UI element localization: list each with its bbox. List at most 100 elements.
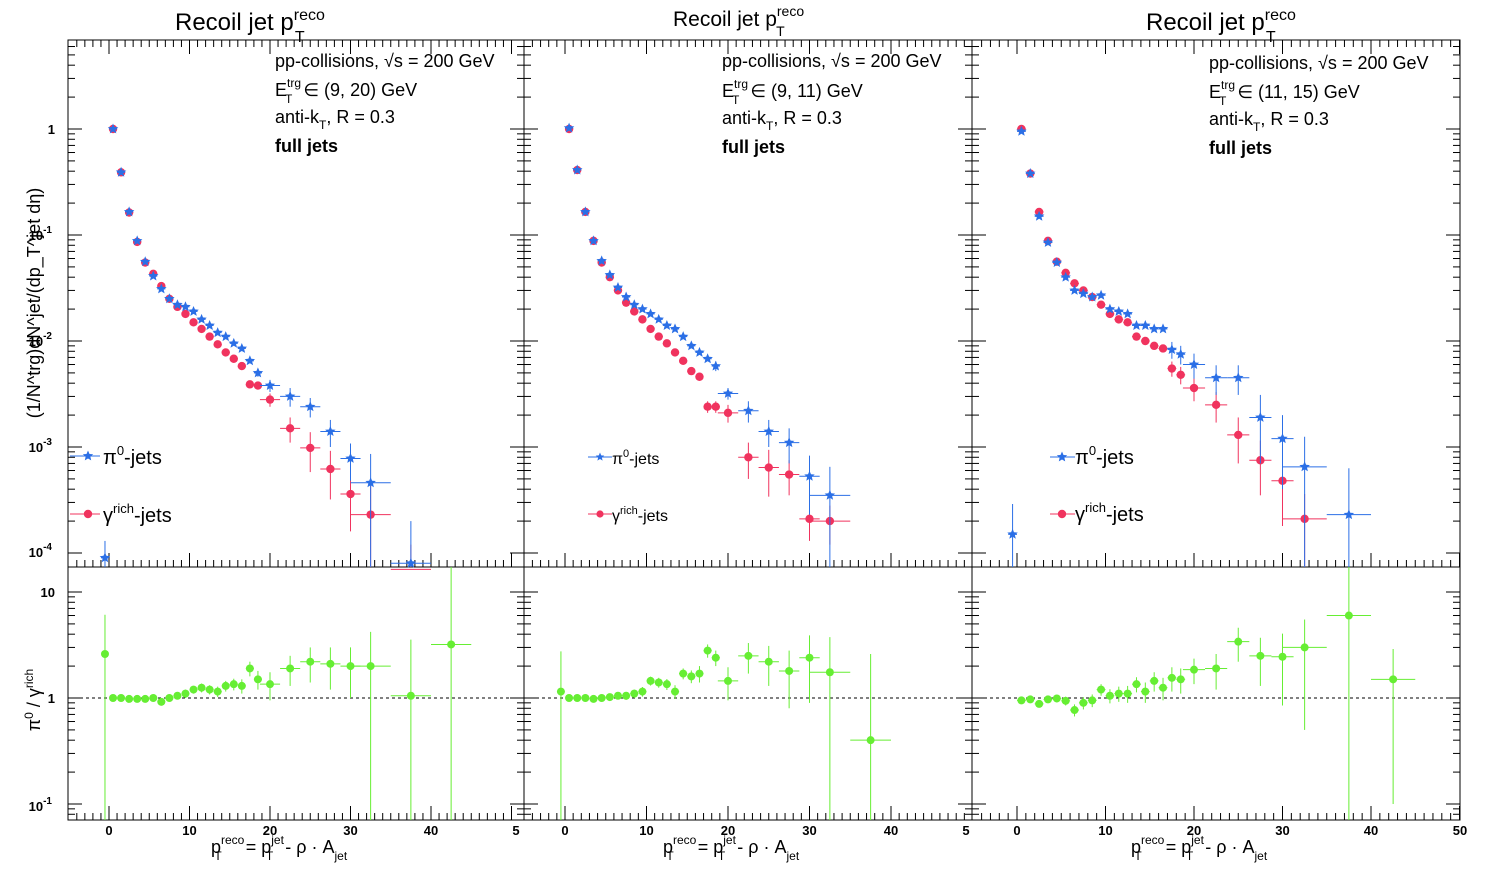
pi0-point [629,299,640,310]
panel-3-info-trigger: Etrg T ∈ (11, 15) GeV [1209,78,1360,108]
pi0-point [1060,271,1071,282]
pi0-point [204,320,215,330]
ratio-point [366,662,375,671]
x-tick-label: 10 [639,823,653,838]
ratio-point [1141,687,1150,696]
pi0-point [212,327,223,338]
pi0-point [115,166,127,177]
ratio-point [117,694,126,702]
pi0-point [722,388,734,398]
pi0-point [572,164,583,175]
ratio-point [764,657,773,666]
pi0-point [365,477,376,488]
gamma-point [229,354,238,363]
pi0-point [588,235,599,246]
pi0-point [677,331,689,342]
ratio-point [695,669,704,678]
pi0-point [131,235,143,246]
legend-gamma-marker [1057,509,1067,519]
gamma-point [621,298,631,307]
gamma-point [237,361,247,371]
ratio-point [1043,695,1052,704]
ratio-point [1132,680,1141,689]
pi0-point [1140,320,1151,330]
x-tick-label: 40 [884,823,898,838]
pi0-point [1343,509,1355,520]
pi0-point [196,313,207,324]
ratio-point [1344,611,1353,620]
pi0-point [612,282,624,292]
panel-1-title: Recoil jet preco T [175,7,325,46]
ratio-point [1105,691,1114,700]
x-tick-label: 5 [512,823,519,838]
plot-layers: 0 10 20 30 40 5 0 10 20 30 40 5 0 10 20 30 40 50 [67,39,1467,838]
ybot-tick-1: 1 [48,691,55,706]
panel-1-info: pp-collisions, √s = 200 GeV Etrg T ∈ (9, … [275,51,495,156]
ratio-point [149,694,158,702]
pi0-point [580,206,591,217]
pi0-point [284,390,296,401]
pi0-point [783,437,795,448]
pi0-point [1087,291,1098,302]
legend-markers [70,450,1075,519]
pi0-point [702,353,713,364]
panel-1-x-ticklabels: 0 10 20 30 40 5 [105,823,519,838]
ratio-point [205,685,214,694]
pi0-point [1233,372,1244,383]
pi0-point [1042,237,1054,247]
gamma-point [1167,364,1177,373]
x-tick-label: 20 [263,823,277,838]
panel-3-legend: π0-jets γrich-jets [1075,443,1144,526]
pi0-point [637,303,648,314]
ratio-point [125,694,134,703]
ratio-point [605,693,614,702]
panel-2-ticks [524,40,972,820]
pi0-point [172,299,183,310]
ratio-point [671,687,680,696]
pi0-point [156,283,167,294]
panel-2-info-collision: pp-collisions, √s = 200 GeV [722,51,942,71]
panel-3-info-collision: pp-collisions, √s = 200 GeV [1209,53,1429,73]
pi0-point [1033,210,1045,221]
gamma-point [221,348,230,357]
pi0-point [1166,344,1178,354]
ybot-axis-title: π0 / γrich [22,669,44,731]
pi0-point [148,270,159,281]
ratio-point [597,694,606,702]
panel-1-info-trigger: Etrg T ∈ (9, 20) GeV [275,76,417,106]
ratio-point [573,694,582,702]
pi0-point [1016,125,1027,136]
gamma-point [1149,341,1159,351]
ratio-point [1017,696,1026,705]
pi0-point [743,405,754,416]
pi0-point [264,380,276,390]
panel-2: Recoil jet preco T pp-collisions, √s = 20… [612,3,942,525]
panel-2-legend: π0-jets γrich-jets [612,448,668,525]
pi0-point [804,470,815,481]
x-axis-title-2: preco T = pjet T - ρ · Ajet [663,833,800,863]
pi0-point [236,343,248,353]
pi0-point [252,367,264,378]
x-axis-titles: preco T = pjet T - ρ · Ajet preco T = pjet T - ρ… [211,833,1268,863]
gamma-point [1141,336,1150,346]
pi0-point [694,346,705,357]
ratio-point [1097,685,1106,694]
gamma-point [662,339,672,348]
gamma-point [695,372,704,381]
ratio-point [825,668,834,677]
ratio-point [181,689,190,698]
ratio-point [589,694,598,703]
ratio-point [406,691,415,700]
pi0-point [1255,412,1266,422]
gamma-point [245,380,255,389]
x-tick-label: 30 [343,823,357,838]
x-tick-label: 10 [1098,823,1112,838]
series-pi0-panel-1 [99,123,431,568]
ratio-point [1300,643,1309,652]
panel-2-info-algo: anti-kT, R = 0.3 [722,108,842,133]
ratio-point [253,675,262,684]
gamma-point [205,332,214,341]
ratio-point [1114,689,1123,698]
gamma-point [654,332,663,341]
pi0-point [604,269,616,280]
